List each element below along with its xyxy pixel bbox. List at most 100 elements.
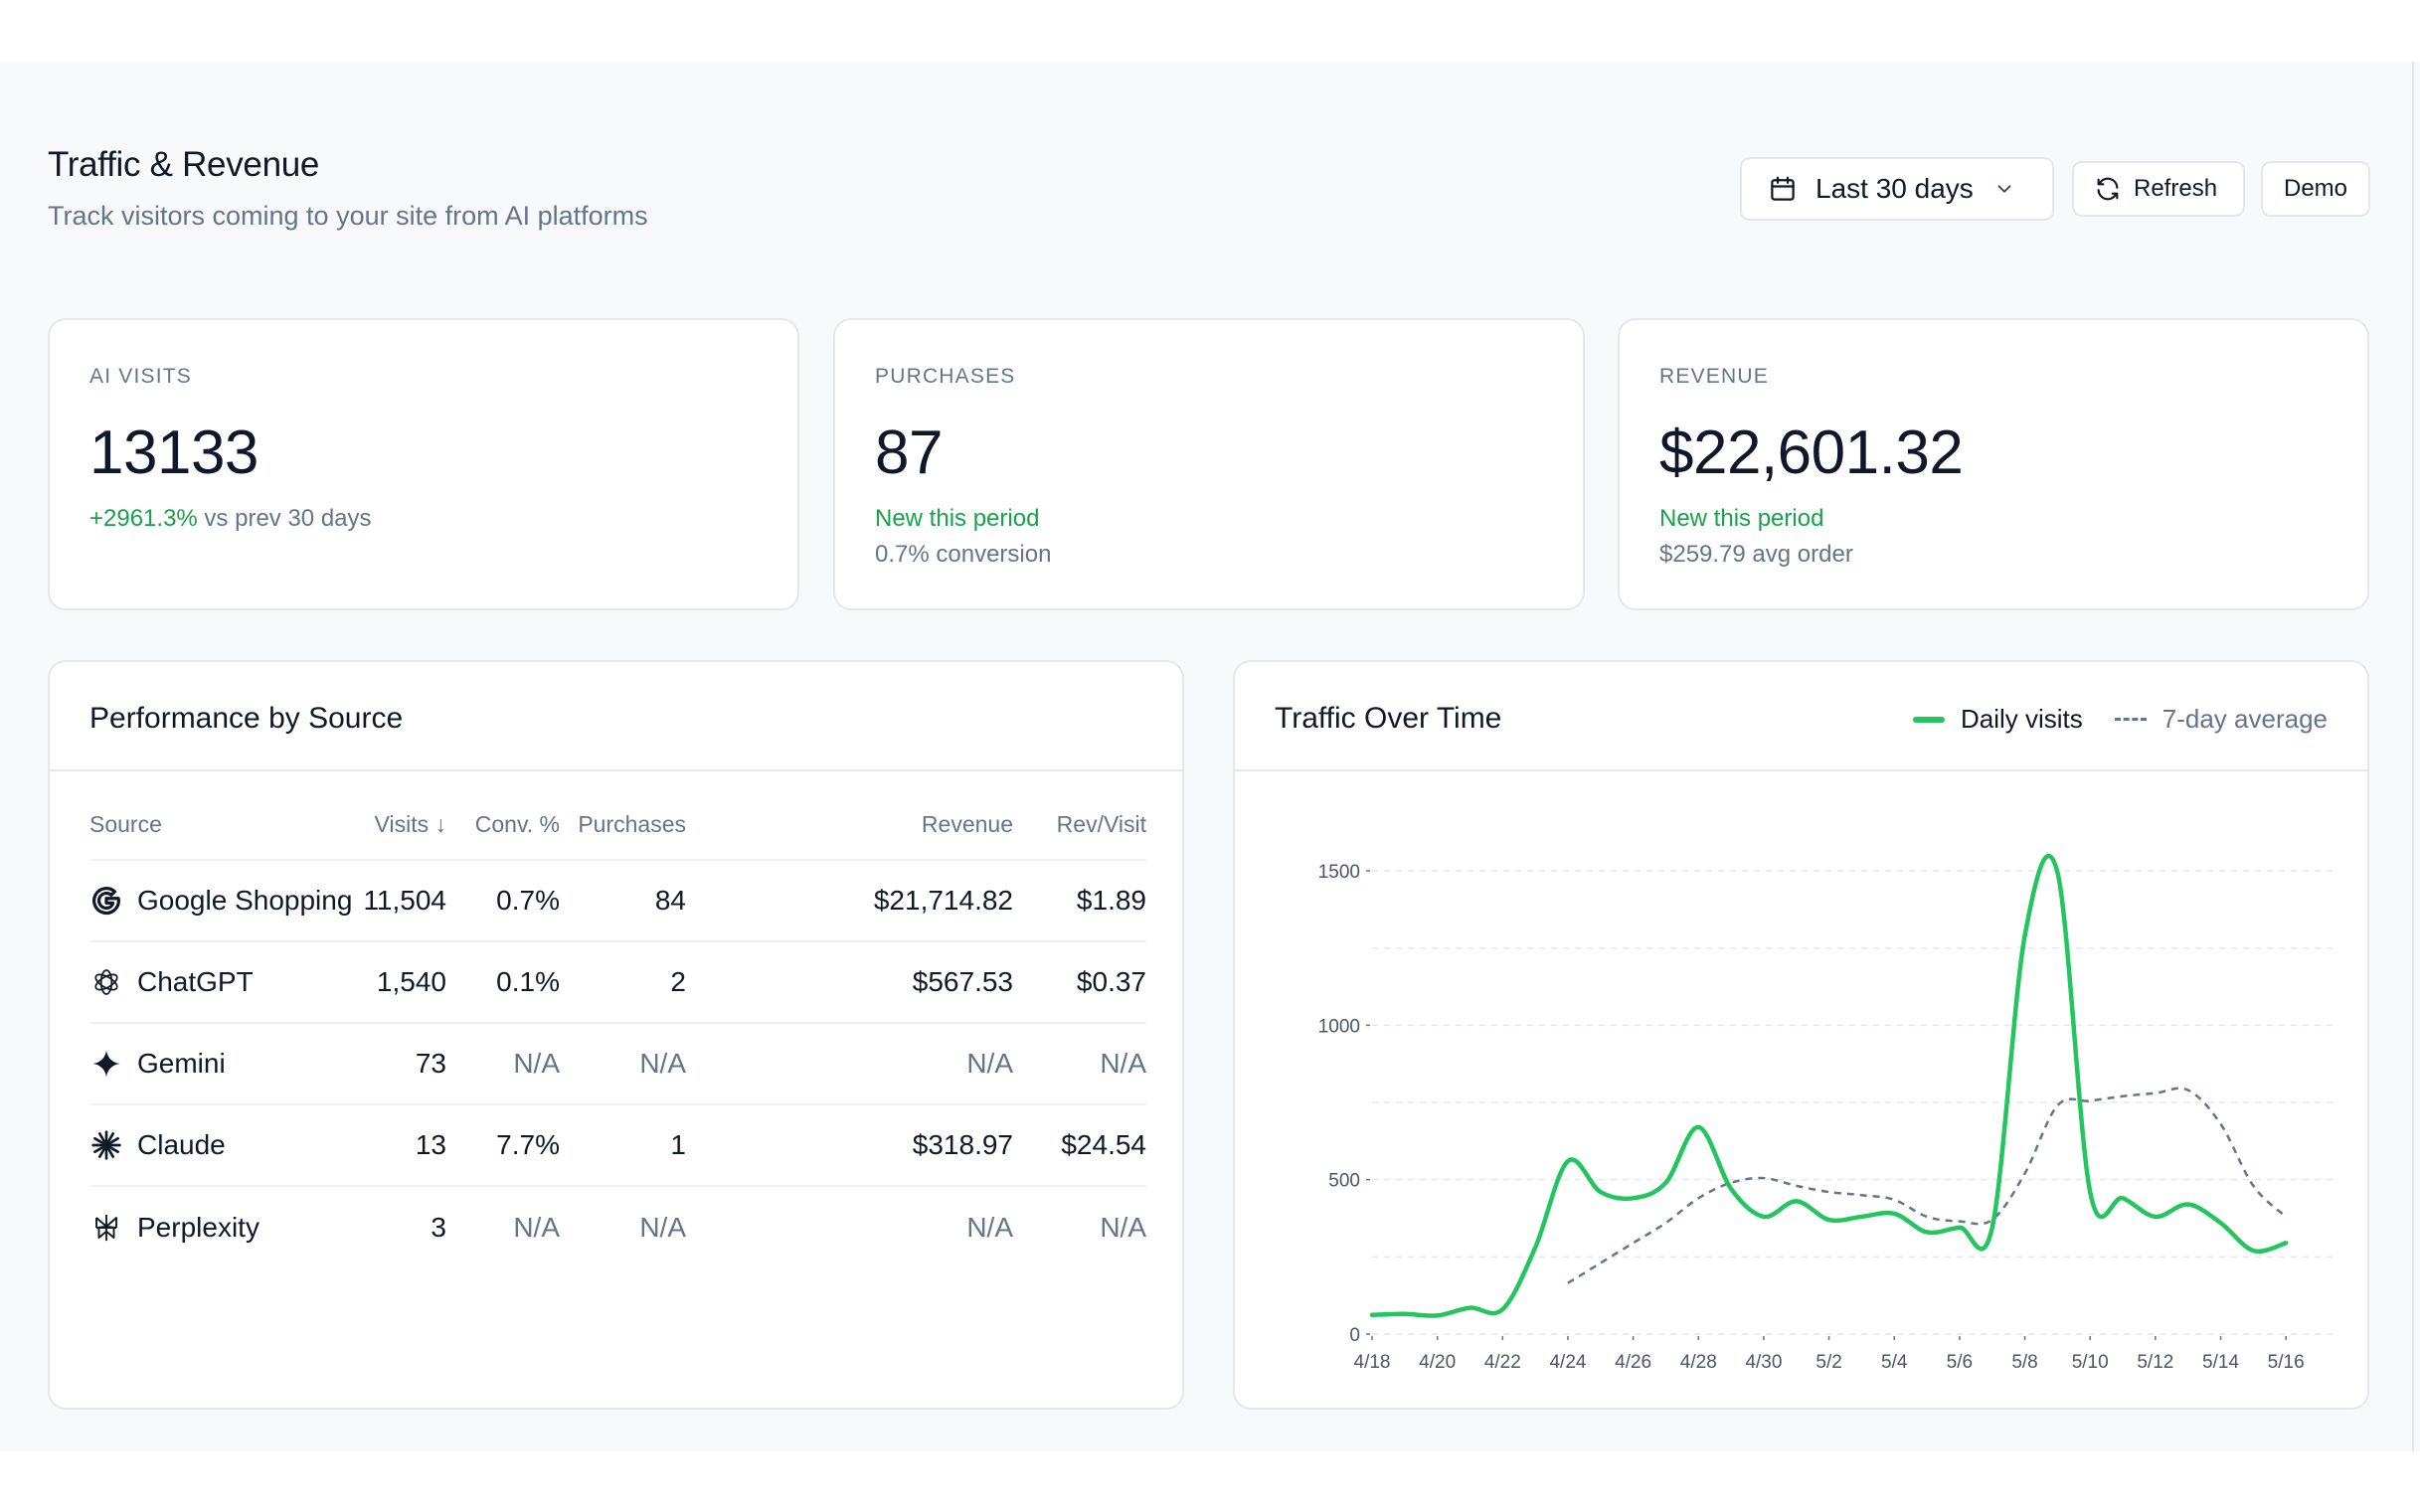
y-tick-label: 0 (1349, 1325, 1360, 1346)
column-header-visits[interactable]: Visits ↓ (374, 811, 446, 837)
kpi-label: PURCHASES (875, 365, 1016, 388)
column-header-purchases[interactable]: Purchases (578, 811, 686, 837)
claude-icon (89, 1128, 123, 1162)
x-tick-label: 4/30 (1745, 1352, 1782, 1373)
source-name: Gemini (137, 1048, 226, 1079)
panel-title: Traffic Over Time (1275, 702, 1502, 735)
rev-per-visit-cell: $0.37 (1076, 966, 1146, 997)
panel-header: Performance by Source (50, 662, 1182, 771)
purchases-cell: N/A (639, 1212, 686, 1243)
kpi-label: REVENUE (1659, 365, 1769, 388)
visits-cell: 11,504 (363, 885, 446, 916)
refresh-button[interactable]: Refresh (2072, 161, 2245, 217)
kpi-card-purchases: PURCHASES 87 New this period 0.7% conver… (833, 318, 1585, 610)
conversion-cell: N/A (513, 1048, 560, 1079)
x-tick-label: 5/2 (1815, 1352, 1841, 1373)
x-tick-label: 4/18 (1354, 1352, 1391, 1373)
panel-header: Traffic Over Time Daily visits 7-day ave… (1235, 662, 2367, 771)
bottom-bar (0, 1451, 2420, 1512)
conversion-cell: 0.7% (496, 885, 560, 916)
table-row[interactable]: Google Shopping 11,504 0.7% 84 $21,714.8… (89, 861, 1146, 942)
kpi-note: New this period (1659, 505, 1824, 532)
series-line-7-day-average (1567, 1087, 2288, 1284)
panel-title: Performance by Source (89, 702, 404, 735)
x-tick-label: 4/28 (1680, 1352, 1717, 1373)
top-bar (0, 0, 2420, 62)
y-tick-label: 500 (1328, 1171, 1360, 1192)
conversion-cell: 7.7% (496, 1129, 560, 1160)
source-name: Perplexity (137, 1212, 259, 1243)
refresh-label: Refresh (2134, 175, 2218, 202)
conversion-cell: 0.1% (496, 966, 560, 997)
chart-legend: Daily visits 7-day average (1912, 704, 2328, 735)
x-tick-label: 4/26 (1615, 1352, 1651, 1373)
column-header-source[interactable]: Source (89, 811, 162, 837)
source-cell: ChatGPT (89, 942, 254, 1022)
table-row[interactable]: Claude 13 7.7% 1 $318.97 $24.54 (89, 1105, 1146, 1187)
purchases-cell: 1 (670, 1129, 686, 1160)
source-name: Claude (137, 1129, 226, 1160)
kpi-value: 13133 (89, 419, 259, 487)
column-header-rev-per-visit[interactable]: Rev/Visit (1056, 811, 1146, 837)
legend-swatch-daily (1912, 716, 1945, 723)
visits-cell: 1,540 (376, 966, 446, 997)
revenue-cell: $318.97 (912, 1129, 1013, 1160)
google-icon (89, 884, 123, 918)
performance-table: Source Visits ↓ Conv. % Purchases Revenu… (89, 811, 1146, 1268)
x-tick-label: 5/10 (2072, 1352, 2109, 1373)
revenue-cell: $567.53 (912, 966, 1013, 997)
kpi-note: New this period (875, 505, 1040, 532)
visits-cell: 3 (431, 1212, 446, 1243)
kpi-change-suffix: vs prev 30 days (197, 505, 372, 532)
source-name: Google Shopping (137, 885, 353, 916)
perplexity-icon (89, 1211, 123, 1245)
revenue-cell: $21,714.82 (873, 885, 1013, 916)
calendar-icon (1768, 174, 1798, 204)
legend-label-daily: Daily visits (1960, 704, 2083, 734)
traffic-panel: Traffic Over Time Daily visits 7-day ave… (1233, 660, 2369, 1410)
legend-label-average: 7-day average (2161, 704, 2328, 734)
traffic-chart: 0 500 1000 1500 4/18 4/20 4/22 4/24 4/26 4/28 4/30… (1318, 853, 2338, 1373)
kpi-change-percent: +2961.3% (89, 505, 198, 532)
kpi-card-ai-visits: AI VISITS 13133 +2961.3% vs prev 30 days (48, 318, 799, 610)
page-title: Traffic & Revenue (48, 145, 320, 184)
purchases-cell: 84 (654, 885, 686, 916)
refresh-icon (2094, 175, 2122, 203)
table-row[interactable]: Perplexity 3 N/A N/A N/A N/A (89, 1187, 1146, 1268)
x-tick-label: 4/24 (1549, 1352, 1586, 1373)
source-cell: Gemini (89, 1024, 226, 1103)
demo-label: Demo (2283, 175, 2348, 202)
table-header-row: Source Visits ↓ Conv. % Purchases Revenu… (89, 811, 1146, 861)
purchases-cell: 2 (670, 966, 686, 997)
column-header-revenue[interactable]: Revenue (921, 811, 1013, 837)
x-tick-label: 5/8 (2011, 1352, 2037, 1373)
demo-button[interactable]: Demo (2261, 161, 2370, 217)
kpi-detail: 0.7% conversion (875, 541, 1052, 568)
rev-per-visit-cell: $24.54 (1061, 1129, 1146, 1160)
purchases-cell: N/A (639, 1048, 686, 1079)
date-range-select[interactable]: Last 30 days (1740, 157, 2054, 221)
kpi-card-revenue: REVENUE $22,601.32 New this period $259.… (1618, 318, 2369, 610)
x-tick-label: 5/16 (2268, 1352, 2305, 1373)
legend-swatch-average (2114, 718, 2147, 721)
table-row[interactable]: ChatGPT 1,540 0.1% 2 $567.53 $0.37 (89, 942, 1146, 1024)
kpi-detail: $259.79 avg order (1659, 541, 1853, 568)
x-tick-label: 4/22 (1484, 1352, 1521, 1373)
x-tick-label: 5/14 (2202, 1352, 2239, 1373)
visits-cell: 13 (415, 1129, 446, 1160)
column-header-conversion[interactable]: Conv. % (474, 811, 560, 837)
source-cell: Claude (89, 1105, 226, 1185)
kpi-value: $22,601.32 (1659, 419, 1964, 487)
kpi-change: +2961.3% vs prev 30 days (89, 505, 372, 533)
source-name: ChatGPT (137, 966, 254, 997)
revenue-cell: N/A (966, 1212, 1013, 1243)
table-row[interactable]: Gemini 73 N/A N/A N/A N/A (89, 1024, 1146, 1105)
kpi-label: AI VISITS (89, 365, 192, 388)
chatgpt-icon (89, 965, 123, 999)
rev-per-visit-cell: N/A (1100, 1048, 1146, 1079)
x-tick-label: 5/4 (1881, 1352, 1908, 1373)
visits-cell: 73 (415, 1048, 446, 1079)
source-cell: Google Shopping (89, 861, 352, 940)
chevron-down-icon (1993, 178, 2015, 200)
page-subtitle: Track visitors coming to your site from … (48, 201, 648, 231)
